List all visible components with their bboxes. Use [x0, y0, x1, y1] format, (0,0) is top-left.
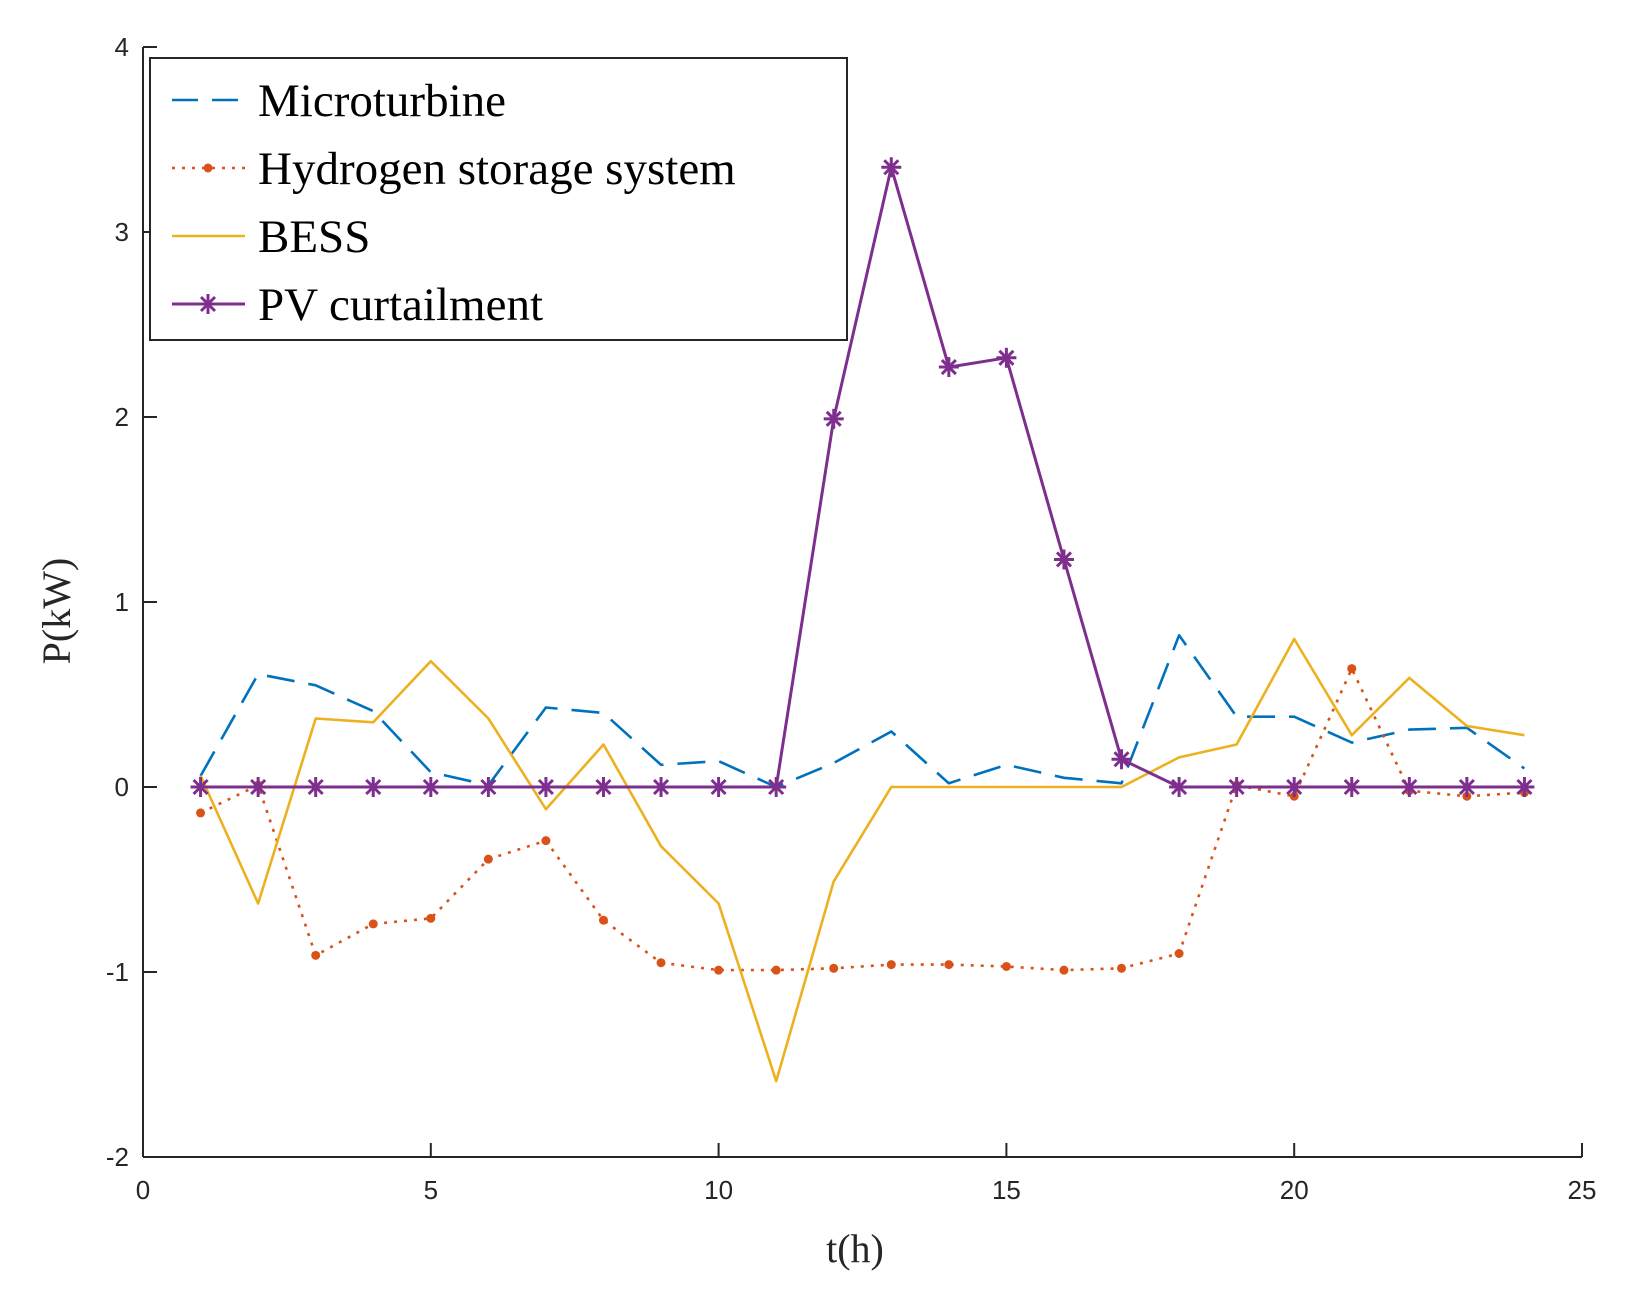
- legend-label-3: BESS: [258, 211, 370, 263]
- series-point-4: [1284, 777, 1305, 797]
- x-tick-label: 0: [136, 1175, 150, 1205]
- axes-layer: 0 5 10 15 20 25 -2 -1 0 1 2 3 4: [106, 32, 1597, 1205]
- series-point-2: [598, 915, 608, 925]
- y-tick-label: -1: [106, 957, 129, 987]
- series-point-2: [1059, 965, 1069, 975]
- series-point-2: [1347, 664, 1357, 674]
- legend-marker-4: [198, 294, 218, 314]
- series-point-4: [305, 777, 326, 797]
- x-tick-label: 25: [1568, 1175, 1597, 1205]
- series-point-2: [886, 960, 896, 970]
- series-point-2: [541, 836, 551, 846]
- series-point-4: [1169, 777, 1190, 797]
- y-tick-label: -2: [106, 1142, 129, 1172]
- series-point-2: [196, 808, 206, 818]
- legend-label-4: PV curtailment: [258, 279, 543, 331]
- series-point-4: [1399, 777, 1420, 797]
- x-tick-label: 15: [992, 1175, 1021, 1205]
- series-point-4: [593, 777, 614, 797]
- series-point-4: [190, 777, 211, 797]
- series-point-4: [938, 357, 959, 378]
- series-point-2: [1117, 963, 1127, 973]
- series-point-2: [656, 958, 666, 968]
- series-point-4: [996, 347, 1017, 368]
- y-tick-label: 2: [115, 402, 129, 432]
- y-tick-label: 4: [115, 32, 129, 62]
- series-point-4: [535, 777, 556, 797]
- series-point-4: [478, 777, 499, 797]
- x-tick-label: 20: [1280, 1175, 1309, 1205]
- y-tick-label: 0: [115, 772, 129, 802]
- series-point-2: [714, 965, 724, 975]
- series-point-4: [1053, 549, 1074, 570]
- legend-label-2: Hydrogen storage system: [258, 143, 736, 195]
- series-layer: [190, 157, 1535, 1083]
- series-line-1: [199, 633, 1526, 789]
- series-point-2: [426, 913, 436, 923]
- series-point-4: [881, 157, 902, 178]
- legend-label-1: Microturbine: [258, 75, 506, 127]
- series-point-4: [420, 777, 441, 797]
- series-point-4: [651, 777, 672, 797]
- series-point-2: [829, 963, 839, 973]
- legend-box: [149, 57, 848, 341]
- series-point-2: [311, 950, 321, 960]
- series-point-2: [1001, 961, 1011, 971]
- series-point-4: [248, 777, 269, 797]
- series-point-4: [823, 408, 844, 429]
- y-tick-label: 1: [115, 587, 129, 617]
- legend: Microturbine Hydrogen storage system BESS P…: [149, 57, 848, 341]
- y-axis-label: P(kW): [34, 558, 79, 665]
- legend-marker-2: [203, 163, 213, 173]
- series-point-2: [368, 919, 378, 929]
- series-point-4: [1226, 777, 1247, 797]
- series-point-2: [483, 854, 493, 864]
- series-point-4: [363, 777, 384, 797]
- series-point-4: [1514, 777, 1535, 797]
- series-point-2: [944, 960, 954, 970]
- series-line-2: [200, 667, 1525, 972]
- x-tick-label: 5: [424, 1175, 438, 1205]
- series-point-4: [1111, 749, 1132, 770]
- series-point-2: [771, 965, 781, 975]
- series-point-4: [1341, 777, 1362, 797]
- series-line-3: [199, 637, 1525, 1083]
- series-point-4: [708, 777, 729, 797]
- x-tick-label: 10: [704, 1175, 733, 1205]
- series-point-4: [1456, 777, 1477, 797]
- series-point-2: [1174, 949, 1184, 958]
- y-tick-label: 3: [115, 217, 129, 247]
- series-point-4: [766, 777, 787, 797]
- x-axis-label: t(h): [826, 1226, 884, 1271]
